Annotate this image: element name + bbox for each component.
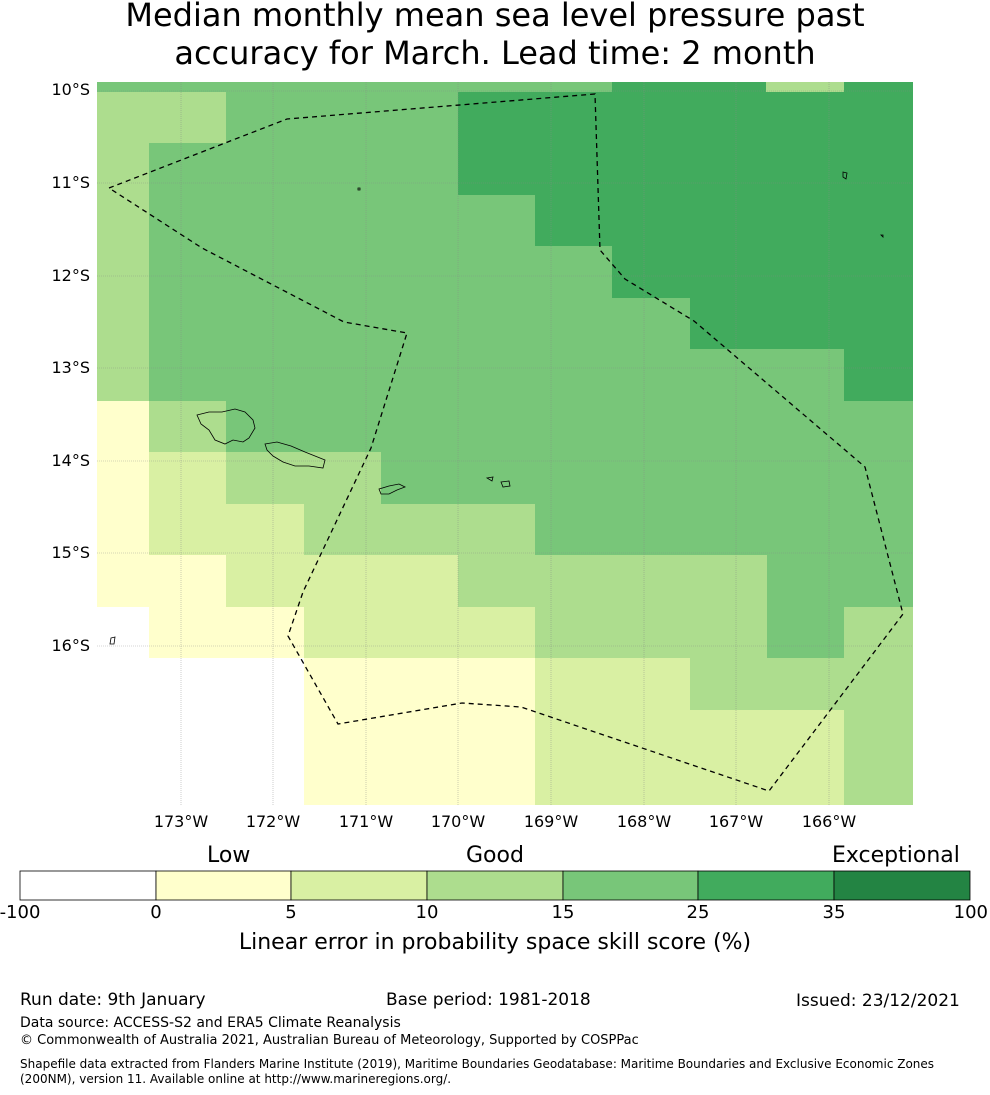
colorbar-segment-35-100 — [833, 870, 971, 901]
lon-label-170w: 170°W — [430, 812, 486, 831]
run-date: Run date: 9th January — [20, 990, 206, 1010]
lon-label-167w: 167°W — [708, 812, 764, 831]
shapefile-credit: Shapefile data extracted from Flanders M… — [20, 1057, 935, 1086]
manua-island — [485, 476, 494, 482]
colorbar-tick-0: 0 — [150, 902, 162, 923]
colorbar-category-good: Good — [466, 843, 524, 868]
colorbar-segment-below-0 — [19, 870, 157, 901]
upolu-island — [264, 441, 326, 469]
issued-date: Issued: 23/12/2021 — [796, 991, 960, 1011]
lat-label-10s: 10°S — [51, 80, 90, 99]
lon-label-169w: 169°W — [523, 812, 579, 831]
tutuila-island — [378, 483, 406, 495]
lon-label-168w: 168°W — [616, 812, 672, 831]
colorbar-label: Linear error in probability space skill … — [238, 930, 752, 955]
wallis-island — [109, 636, 116, 645]
colorbar-tick-35: 35 — [822, 902, 846, 923]
skill-grid-cells — [97, 82, 913, 805]
lat-label-15s: 15°S — [51, 543, 90, 562]
lat-label-14s: 14°S — [51, 451, 90, 470]
lon-label-166w: 166°W — [801, 812, 857, 831]
colorbar-segment-15-25 — [562, 870, 699, 901]
colorbar-tick-100: 100 — [953, 902, 988, 923]
swains-island — [357, 187, 361, 191]
title-line-1: Median monthly mean sea level pressure p… — [125, 0, 865, 34]
colorbar-tick-5: 5 — [285, 902, 297, 923]
colorbar-tick-minus100: -100 — [0, 902, 41, 923]
base-period: Base period: 1981-2018 — [386, 990, 591, 1010]
ofu-island — [500, 480, 511, 488]
lon-label-172w: 172°W — [245, 812, 301, 831]
colorbar-segment-25-35 — [697, 870, 835, 901]
title-line-2: accuracy for March. Lead time: 2 month — [174, 34, 816, 72]
map-title: Median monthly mean sea level pressure p… — [0, 0, 990, 72]
lat-label-12s: 12°S — [51, 266, 90, 285]
lon-label-171w: 171°W — [338, 812, 394, 831]
colorbar-tick-15: 15 — [551, 902, 575, 923]
colorbar-category-exceptional: Exceptional — [832, 843, 960, 868]
lat-label-16s: 16°S — [51, 636, 90, 655]
colorbar-segment-10-15 — [426, 870, 564, 901]
lat-label-11s: 11°S — [51, 173, 90, 192]
small-atolls — [109, 171, 884, 645]
lat-label-13s: 13°S — [51, 358, 90, 377]
tokelau-atoll — [842, 171, 848, 180]
nassau-island — [880, 234, 884, 238]
data-source: Data source: ACCESS-S2 and ERA5 Climate … — [20, 1015, 401, 1031]
colorbar-category-low: Low — [207, 843, 251, 868]
lon-label-173w: 173°W — [153, 812, 209, 831]
copyright: © Commonwealth of Australia 2021, Austra… — [20, 1033, 639, 1048]
savaii-island — [196, 408, 256, 445]
map-graticule — [97, 82, 913, 805]
colorbar-tick-10: 10 — [415, 902, 439, 923]
colorbar — [19, 870, 971, 901]
colorbar-tick-25: 25 — [686, 902, 710, 923]
skill-score-map — [97, 82, 913, 805]
colorbar-segment-0-5 — [155, 870, 292, 901]
colorbar-segment-5-10 — [290, 870, 428, 901]
american-samoa-islands — [378, 476, 511, 495]
samoa-islands — [196, 408, 326, 469]
